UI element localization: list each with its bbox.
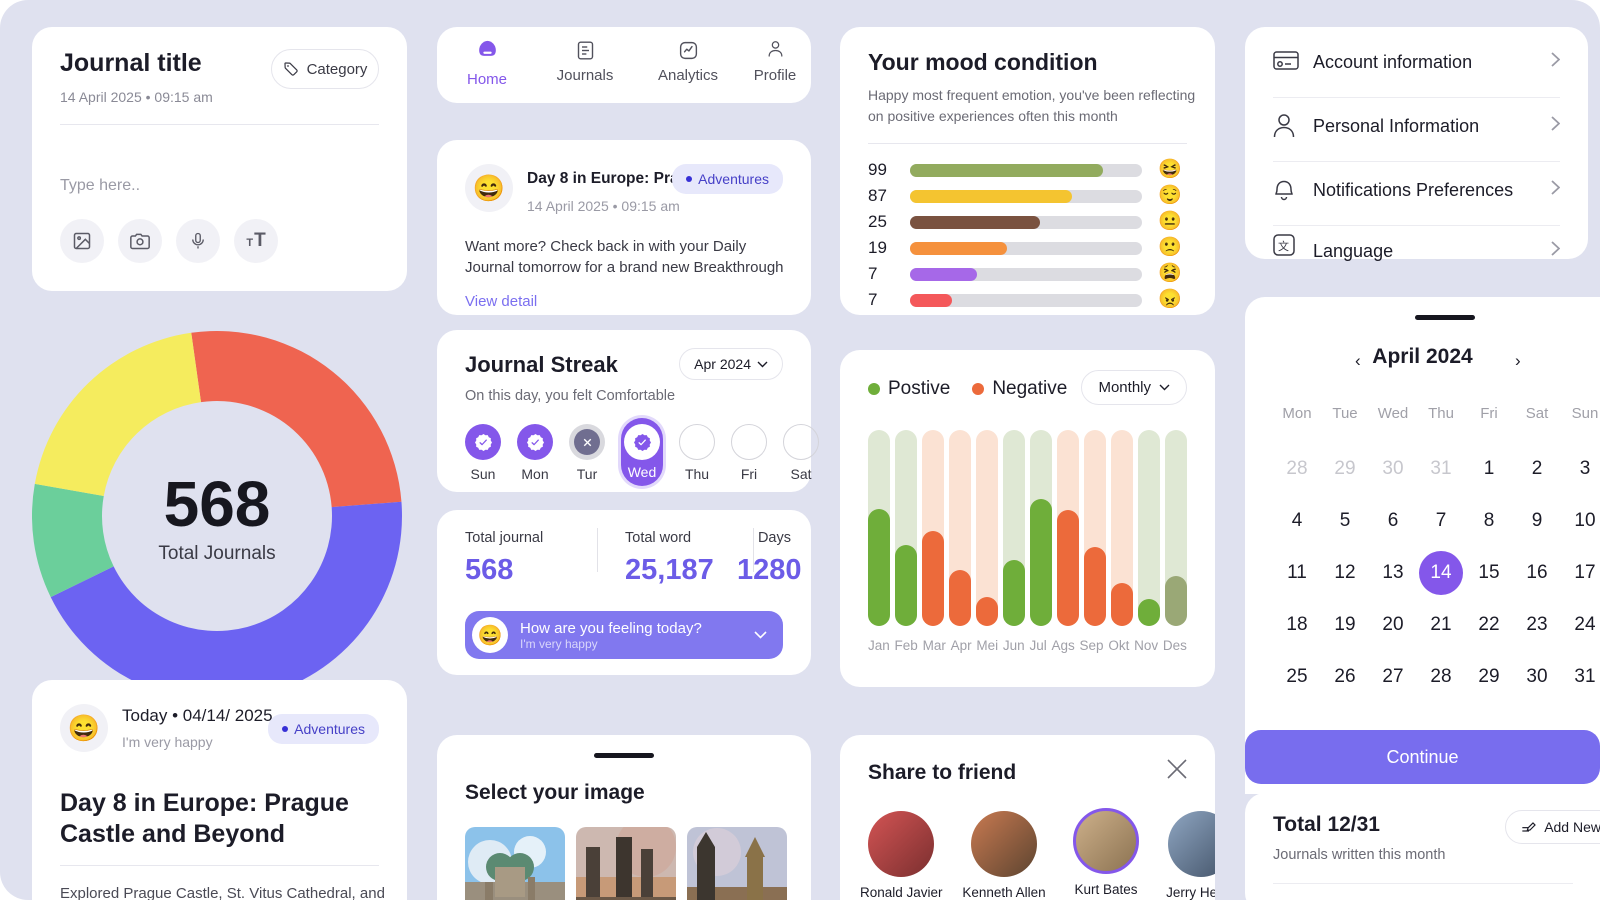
svg-text:文: 文: [1278, 239, 1289, 253]
